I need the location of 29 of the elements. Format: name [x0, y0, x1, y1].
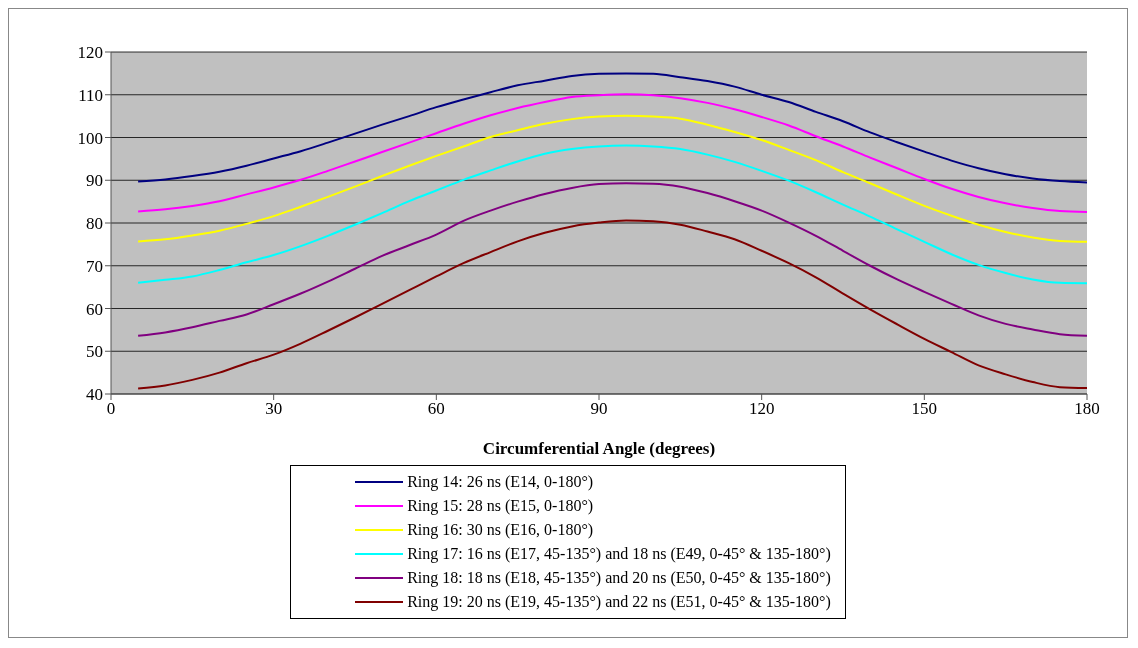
- y-tick-label: 60: [86, 299, 103, 319]
- line-series: [137, 72, 1087, 184]
- legend-label: Ring 17: 16 ns (E17, 45-135°) and 18 ns (E49, 0-45° & 135-180°): [407, 545, 831, 563]
- x-tick-label: 150: [911, 399, 938, 419]
- x-tick-label: 30: [265, 399, 283, 419]
- y-tick-label: 100: [77, 128, 103, 148]
- line-series: [137, 182, 1087, 337]
- y-tick-label: 80: [86, 214, 103, 234]
- y-tick-label: 110: [78, 85, 103, 105]
- x-tick-label: 0: [106, 399, 116, 419]
- x-axis-title: Circumferential Angle (degrees): [482, 439, 716, 458]
- legend-label: Ring 15: 28 ns (E15, 0-180°): [407, 497, 594, 515]
- y-tick-label: 90: [86, 171, 103, 191]
- y-tick-label: 70: [86, 256, 103, 276]
- legend-label: Ring 16: 30 ns (E16, 0-180°): [407, 521, 594, 539]
- y-tick-label: 40: [86, 385, 103, 405]
- legend-label: Ring 19: 20 ns (E19, 45-135°) and 22 ns (E51, 0-45° & 135-180°): [407, 593, 831, 611]
- x-tick-label: 180: [1074, 399, 1100, 419]
- y-tick-label: 50: [86, 342, 103, 362]
- x-tick-label: 120: [748, 399, 775, 419]
- x-tick-label: 90: [590, 399, 608, 419]
- line-series: [137, 219, 1087, 390]
- legend-label: Ring 18: 18 ns (E18, 45-135°) and 20 ns (E50, 0-45° & 135-180°): [407, 569, 831, 587]
- line-series: [137, 93, 1087, 213]
- y-tick-label: 120: [77, 43, 103, 63]
- line-series: [137, 114, 1087, 243]
- x-tick-label: 60: [427, 399, 445, 419]
- legend-label: Ring 14: 26 ns (E14, 0-180°): [407, 473, 594, 491]
- line-series: [137, 144, 1087, 285]
